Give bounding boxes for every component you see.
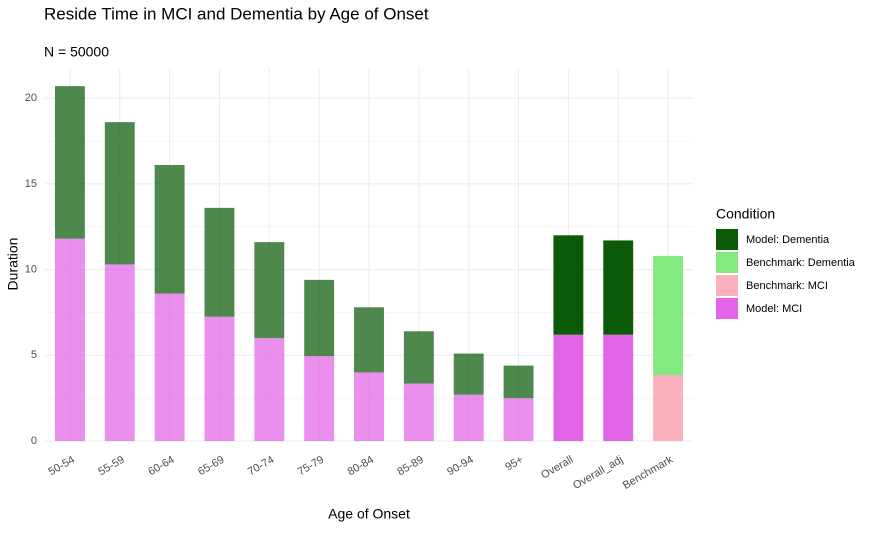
chart-title: Reside Time in MCI and Dementia by Age o… — [44, 4, 429, 23]
x-tick-label: Overall_adj — [571, 454, 625, 492]
bar-segment — [403, 331, 434, 384]
x-tick-label: 90-94 — [445, 454, 475, 478]
x-axis-title: Age of Onset — [328, 506, 410, 522]
bar-segment — [54, 86, 85, 239]
y-tick-label: 0 — [31, 435, 37, 447]
bar-segment — [453, 353, 484, 395]
x-tick-label: 95+ — [503, 454, 525, 474]
x-tick-label: 70-74 — [246, 454, 276, 478]
bar-segment — [154, 293, 185, 441]
y-tick-label: 5 — [31, 349, 37, 361]
legend-key — [716, 298, 738, 319]
bar-segment — [304, 356, 335, 441]
bar-segment — [503, 365, 534, 399]
legend-label: Benchmark: Dementia — [746, 257, 856, 269]
x-tick-label: 60-64 — [146, 454, 176, 478]
legend-label: Benchmark: MCI — [746, 280, 828, 292]
bar-segment — [204, 316, 235, 441]
y-axis-title: Duration — [5, 238, 21, 291]
legend-label: Model: Dementia — [746, 234, 830, 246]
bar-segment — [154, 165, 185, 294]
bar-segment — [254, 338, 285, 441]
legend-key — [716, 229, 738, 250]
legend-key — [716, 275, 738, 296]
bar-segment — [54, 238, 85, 441]
bar-segment — [204, 207, 235, 317]
x-tick-label: 80-84 — [346, 454, 376, 478]
bar-segment — [503, 398, 534, 441]
bar-segment — [104, 122, 135, 265]
legend-key — [716, 252, 738, 273]
x-tick-label: Benchmark — [621, 453, 676, 491]
bar-segment — [453, 394, 484, 441]
bar-segment — [553, 235, 584, 335]
x-tick-label: 75-79 — [296, 454, 326, 478]
x-tick-label: 50-54 — [47, 454, 77, 478]
y-tick-label: 10 — [25, 263, 37, 275]
bar-segment — [653, 255, 684, 375]
bar-segment — [354, 307, 384, 373]
bar-segment — [354, 372, 384, 441]
bar-segment — [403, 383, 434, 441]
bar-segment — [603, 240, 634, 335]
bar-segment — [653, 375, 684, 441]
legend-title: Condition — [716, 206, 775, 222]
bar-segment — [553, 334, 584, 441]
legend-label: Model: MCI — [746, 303, 802, 315]
bar-segment — [254, 242, 285, 339]
y-tick-label: 20 — [25, 92, 37, 104]
y-tick-label: 15 — [25, 178, 37, 190]
x-tick-label: 85-89 — [395, 454, 425, 478]
bar-segment — [603, 334, 634, 441]
bar-segment — [304, 279, 335, 357]
x-tick-label: 65-69 — [196, 454, 226, 478]
bar-segment — [104, 264, 135, 441]
x-tick-label: Overall — [539, 454, 575, 482]
chart-subtitle: N = 50000 — [44, 44, 109, 60]
x-tick-label: 55-59 — [96, 454, 126, 478]
